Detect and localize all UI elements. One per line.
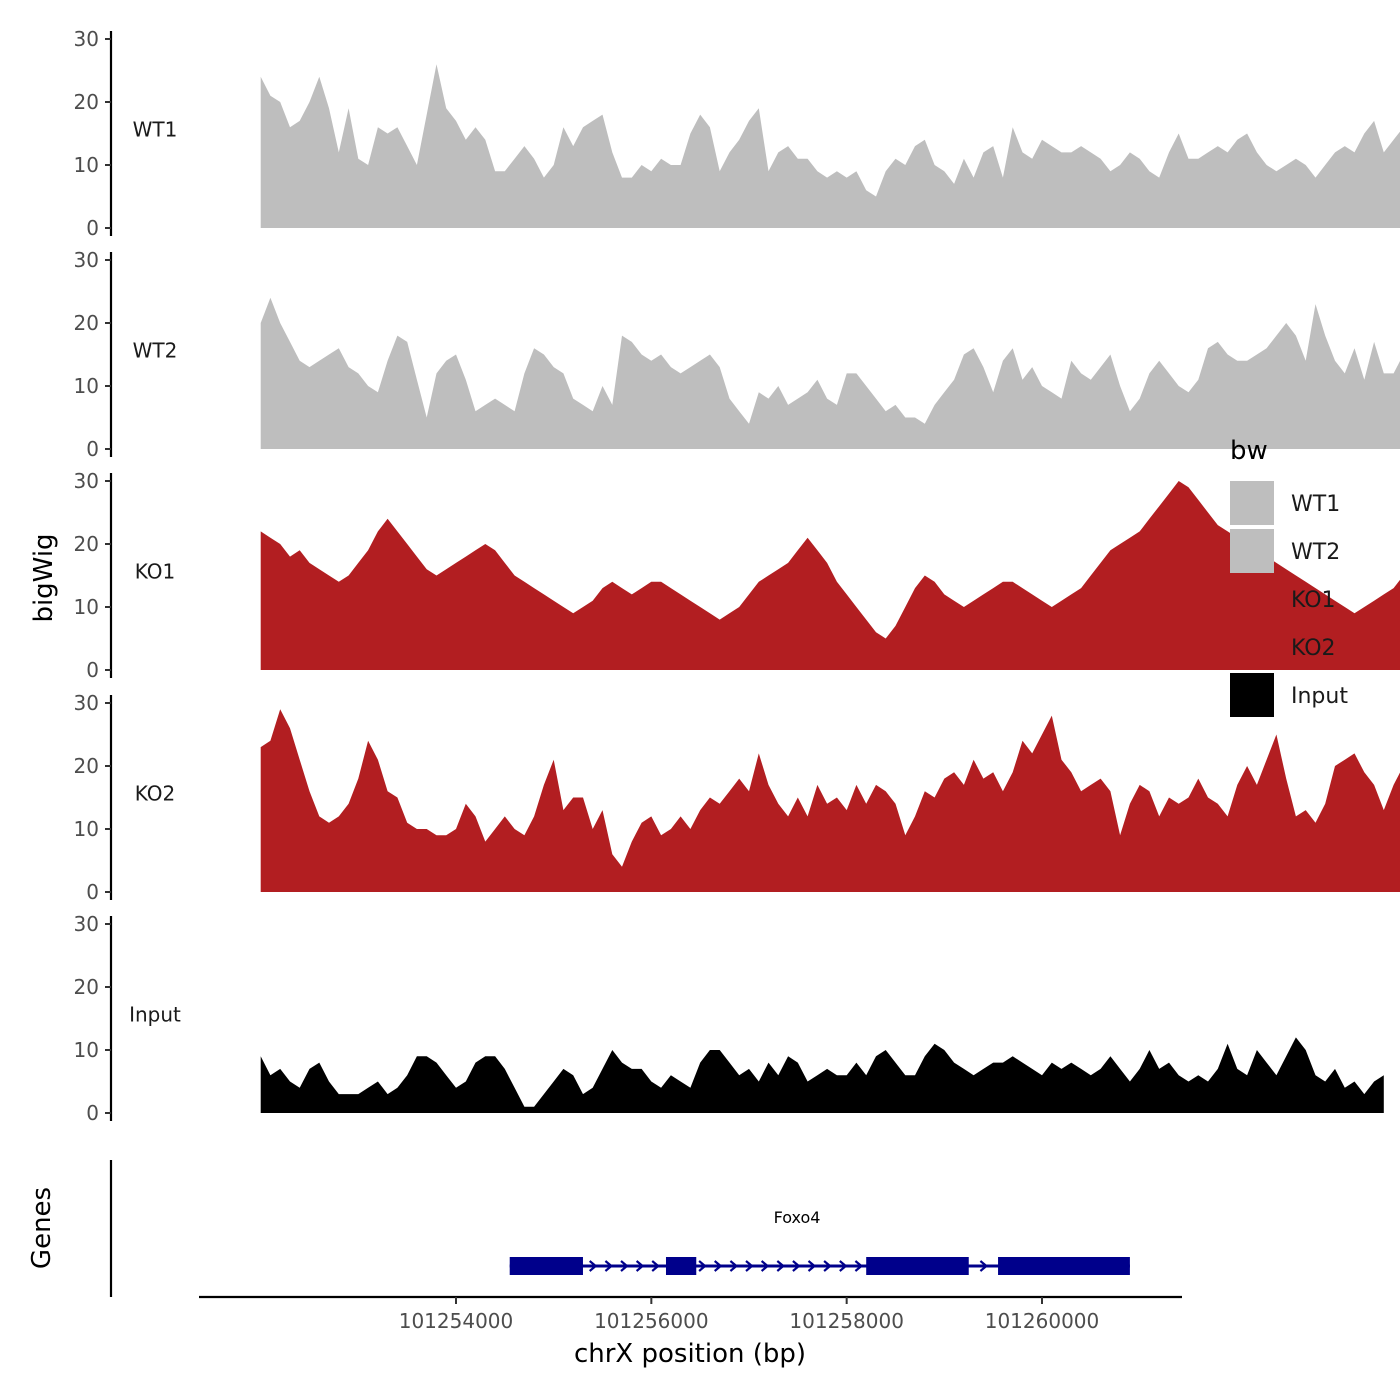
y-tick-label: 10 — [74, 1038, 99, 1062]
legend-swatch-input — [1230, 673, 1274, 717]
track-label-ko2: KO2 — [135, 782, 176, 806]
legend-label-ko1: KO1 — [1291, 588, 1336, 613]
track-label-wt1: WT1 — [133, 118, 178, 142]
y-tick-label: 0 — [86, 437, 99, 461]
strand-arrow — [604, 1260, 614, 1272]
track-label-ko1: KO1 — [135, 560, 176, 584]
legend-swatch-wt2 — [1230, 529, 1274, 573]
strand-arrow — [807, 1260, 817, 1272]
y-tick-label: 20 — [74, 532, 99, 556]
coverage-area-ko1 — [260, 481, 1400, 670]
track-wt1: 0 10 20 30 WT1 — [74, 27, 1400, 240]
y-tick-label: 20 — [74, 754, 99, 778]
legend-swatch-ko1 — [1230, 577, 1274, 621]
x-tick-label: 101254000 — [399, 1309, 514, 1333]
y-tick-label: 30 — [74, 27, 99, 51]
strand-arrow — [979, 1260, 989, 1272]
gene-exon — [866, 1257, 969, 1275]
strand-arrow — [745, 1260, 754, 1272]
gene-exon — [998, 1257, 1130, 1275]
legend: bw WT1 WT2 KO1 KO2 Input — [1230, 436, 1348, 717]
coverage-area-wt2 — [260, 297, 1400, 449]
gene-exon — [509, 1257, 583, 1275]
y-tick-label: 30 — [74, 912, 99, 936]
y-tick-label: 10 — [74, 817, 99, 841]
legend-title: bw — [1230, 436, 1268, 466]
legend-label-wt1: WT1 — [1291, 492, 1340, 517]
strand-arrow — [854, 1260, 864, 1272]
y-tick-label: 20 — [74, 311, 99, 335]
strand-arrow — [651, 1260, 660, 1272]
genes-track: Genes Foxo4 — [27, 1160, 1130, 1297]
y-tick-label: 20 — [74, 975, 99, 999]
strand-arrow — [713, 1260, 723, 1272]
track-label-wt2: WT2 — [133, 339, 178, 363]
strand-arrow — [823, 1260, 832, 1272]
track-wt2: 0 10 20 30 WT2 — [74, 248, 1400, 461]
gene-name-label: Foxo4 — [774, 1208, 821, 1227]
track-input: 0 10 20 30 Input — [74, 912, 1384, 1125]
coverage-area-wt1 — [260, 64, 1400, 228]
coverage-tracks: 0 10 20 30 WT1 0 10 20 30 WT2 0 10 20 30 KO1 0 10 20 30 KO2… — [74, 27, 1400, 1125]
x-tick-label: 101256000 — [594, 1309, 709, 1333]
coverage-area-ko2 — [260, 709, 1400, 892]
coverage-area-input — [260, 1037, 1384, 1113]
y-tick-label: 10 — [74, 374, 99, 398]
y-tick-label: 10 — [74, 153, 99, 177]
strand-arrow — [839, 1260, 848, 1272]
y-tick-label: 0 — [86, 658, 99, 682]
y-tick-label: 10 — [74, 595, 99, 619]
genes-track-title: Genes — [27, 1187, 57, 1269]
x-axis-title: chrX position (bp) — [574, 1339, 806, 1369]
y-axis-title: bigWig — [29, 533, 59, 622]
x-tick-label: 101258000 — [789, 1309, 904, 1333]
gene-model — [509, 1257, 1130, 1275]
strand-arrow — [588, 1260, 598, 1272]
y-tick-label: 20 — [74, 90, 99, 114]
legend-items: WT1 WT2 KO1 KO2 Input — [1230, 481, 1348, 717]
y-tick-label: 30 — [74, 248, 99, 272]
legend-label-wt2: WT2 — [1291, 540, 1340, 565]
y-tick-label: 30 — [74, 469, 99, 493]
track-ko2: 0 10 20 30 KO2 — [74, 691, 1400, 904]
x-axis: 101254000 101256000 101258000 101260000 — [199, 1295, 1182, 1333]
y-tick-label: 30 — [74, 691, 99, 715]
legend-label-input: Input — [1291, 684, 1348, 709]
strand-arrow — [760, 1260, 770, 1272]
strand-arrow — [698, 1260, 707, 1272]
strand-arrow — [620, 1260, 629, 1272]
strand-arrow — [635, 1260, 645, 1272]
strand-arrow — [792, 1260, 801, 1272]
gene-exon — [665, 1257, 697, 1275]
y-tick-label: 0 — [86, 1101, 99, 1125]
track-ko1: 0 10 20 30 KO1 — [74, 469, 1400, 682]
strand-arrow — [729, 1260, 739, 1272]
y-tick-label: 0 — [86, 880, 99, 904]
y-tick-label: 0 — [86, 216, 99, 240]
track-label-input: Input — [129, 1003, 181, 1027]
strand-arrow — [776, 1260, 786, 1272]
x-tick-label: 101260000 — [985, 1309, 1100, 1333]
legend-swatch-ko2 — [1230, 625, 1274, 669]
legend-label-ko2: KO2 — [1291, 636, 1336, 661]
legend-swatch-wt1 — [1230, 481, 1274, 525]
